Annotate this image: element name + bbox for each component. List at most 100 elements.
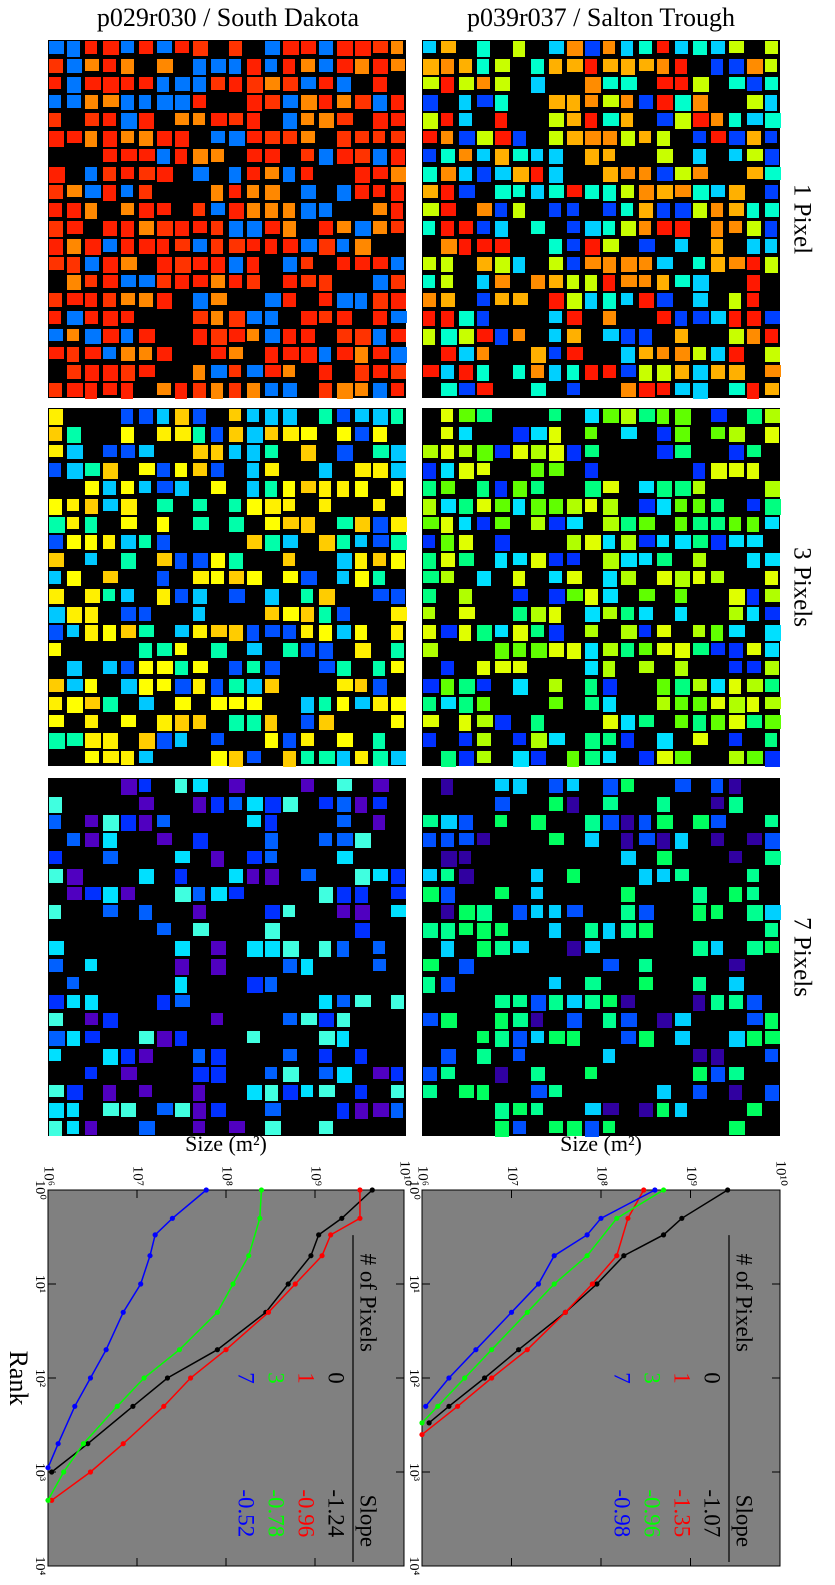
map-patch xyxy=(423,203,439,216)
map-patch xyxy=(265,481,277,497)
map-patch xyxy=(193,905,206,919)
map-patch xyxy=(423,715,439,727)
map-patch xyxy=(283,383,297,397)
map-patch xyxy=(765,607,780,620)
map-patch xyxy=(319,1085,335,1097)
map-patch xyxy=(49,535,63,549)
map-patch xyxy=(337,95,351,108)
map-patch xyxy=(675,715,688,728)
map-patch xyxy=(67,463,83,479)
map-patch xyxy=(711,257,725,272)
map-patch xyxy=(373,95,387,111)
map-patch xyxy=(423,589,436,603)
map-patch xyxy=(765,661,779,675)
map-patch xyxy=(337,733,353,747)
map-patch xyxy=(495,887,509,899)
map-patch xyxy=(319,535,335,551)
map-patch xyxy=(121,203,134,215)
map-patch xyxy=(67,275,81,290)
map-patch xyxy=(477,905,492,921)
map-patch xyxy=(193,679,205,694)
map-patch xyxy=(355,679,367,692)
map-patch xyxy=(585,815,600,831)
data-point xyxy=(308,1253,313,1258)
legend-title: Slope xyxy=(356,1495,381,1547)
map-patch xyxy=(319,481,331,497)
data-point xyxy=(489,1375,494,1380)
map-patch xyxy=(603,311,616,325)
map-patch xyxy=(477,383,493,395)
map-patch xyxy=(265,1121,281,1135)
map-patch xyxy=(85,131,97,147)
map-patch xyxy=(729,715,745,729)
y-tick-label: 10⁹ xyxy=(308,1166,324,1186)
map-patch xyxy=(423,607,435,619)
map-patch xyxy=(441,275,453,288)
map-patch xyxy=(265,365,281,377)
map-patch xyxy=(747,697,759,712)
map-patch xyxy=(549,589,565,604)
map-patch xyxy=(549,995,563,1010)
map-patch xyxy=(301,779,314,792)
map-patch xyxy=(531,1103,543,1115)
map-patch xyxy=(211,643,227,658)
map-patch xyxy=(355,95,371,109)
map-patch xyxy=(229,365,241,377)
map-patch xyxy=(459,131,475,145)
map-patch xyxy=(675,239,688,252)
map-patch xyxy=(657,221,672,235)
map-patch xyxy=(85,589,100,603)
map-patch xyxy=(337,1013,350,1027)
map-patch xyxy=(603,293,616,309)
map-patch xyxy=(549,679,562,692)
map-patch xyxy=(301,167,313,180)
map-patch xyxy=(319,113,334,128)
map-patch xyxy=(765,131,777,143)
map-patch xyxy=(319,589,335,605)
data-point xyxy=(661,1187,666,1192)
map-patch xyxy=(229,779,245,793)
map-patch xyxy=(157,41,172,53)
column-title: p039r037 / Salton Trough xyxy=(467,3,735,32)
map-patch xyxy=(85,239,101,255)
map-patch xyxy=(495,715,511,730)
map-patch xyxy=(247,625,259,641)
map-patch xyxy=(193,715,206,729)
map-patch xyxy=(729,959,745,971)
data-point xyxy=(621,1253,626,1258)
map-patch xyxy=(229,869,243,883)
map-patch xyxy=(549,553,563,566)
map-patch xyxy=(675,113,691,129)
map-patch xyxy=(657,679,670,695)
map-patch xyxy=(477,131,493,145)
map-patch xyxy=(355,923,370,938)
map-patch xyxy=(301,715,314,729)
map-patch xyxy=(121,41,134,53)
map-patch xyxy=(229,311,245,327)
map-patch xyxy=(513,1013,528,1027)
map-patch xyxy=(283,347,299,360)
figure: p029r030 / South Dakota p039r037 / Salto… xyxy=(0,0,835,1585)
map-patch xyxy=(193,383,206,398)
map-patch xyxy=(423,959,439,971)
map-patch xyxy=(85,167,97,181)
map-patch xyxy=(85,113,99,126)
map-patch xyxy=(85,329,101,344)
map-patch xyxy=(621,923,636,938)
map-patch xyxy=(85,715,98,728)
map-patch xyxy=(121,1067,137,1080)
map-patch xyxy=(639,607,653,620)
map-patch xyxy=(729,733,742,746)
map-patch xyxy=(765,149,779,165)
map-patch xyxy=(657,733,673,749)
map-patch xyxy=(549,1031,565,1044)
map-patch xyxy=(265,239,277,254)
map-patch xyxy=(693,1067,707,1081)
map-patch xyxy=(621,185,634,198)
map-patch xyxy=(639,643,652,655)
map-patch xyxy=(639,481,654,493)
map-patch xyxy=(157,661,173,674)
map-patch xyxy=(355,887,368,903)
map-patch xyxy=(301,751,314,764)
map-patch xyxy=(567,995,582,1008)
